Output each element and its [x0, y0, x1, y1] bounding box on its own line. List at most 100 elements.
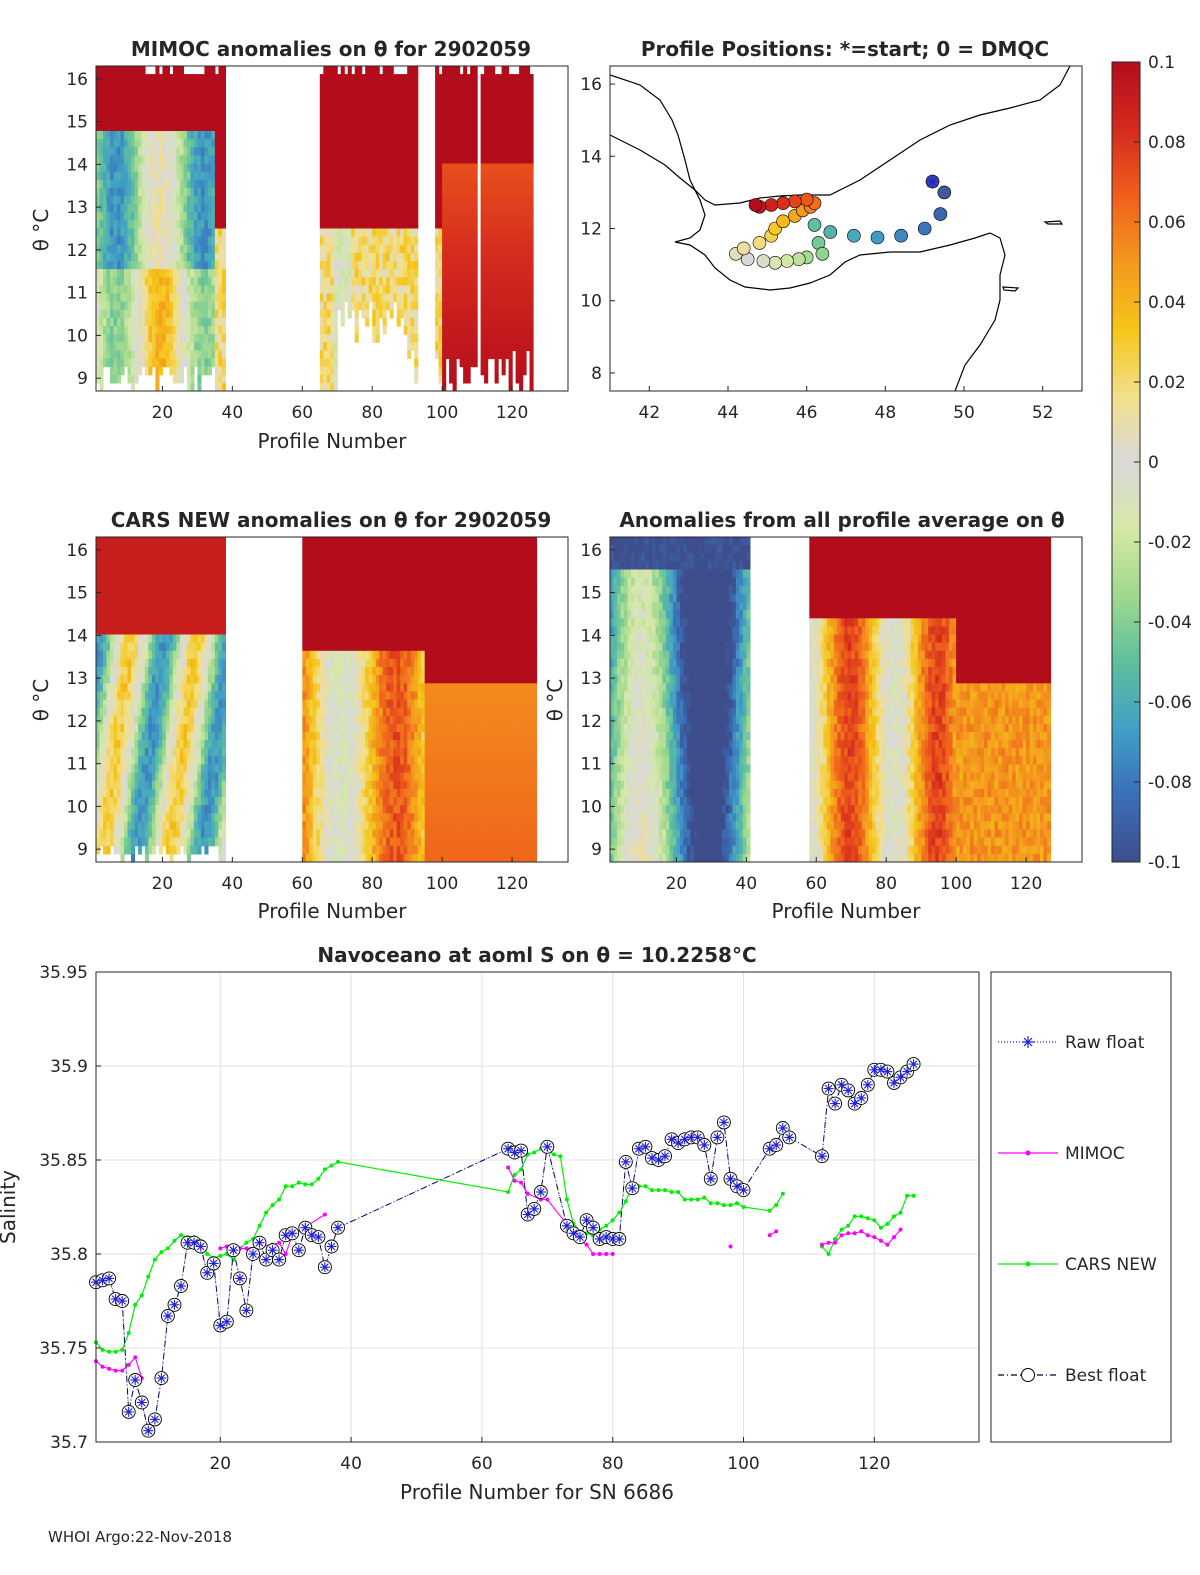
heat-cell: [207, 585, 212, 595]
heat-cell: [526, 269, 531, 278]
heat-cell: [120, 683, 125, 692]
heat-cell: [141, 309, 146, 319]
heat-cell: [172, 374, 177, 384]
heat-cell: [361, 212, 366, 221]
heat-cell: [452, 317, 457, 327]
heat-cell: [382, 277, 387, 286]
heat-cell: [379, 236, 384, 246]
heat-cell: [99, 537, 104, 546]
heat-cell: [508, 326, 513, 335]
heat-cell: [134, 66, 139, 75]
heat-cell: [131, 382, 136, 391]
heat-cell: [176, 675, 181, 684]
heat-cell: [120, 131, 125, 140]
heat-cell: [134, 569, 139, 579]
heat-cell: [165, 155, 170, 165]
heat-cell: [449, 74, 454, 83]
heat-cell: [466, 309, 471, 319]
heat-cell: [207, 780, 212, 790]
heat-cell: [526, 204, 531, 213]
heat-cell: [449, 82, 454, 91]
heat-cell: [519, 212, 524, 221]
heat-cell: [207, 723, 212, 733]
heat-cell: [529, 244, 534, 254]
heat-cell: [148, 309, 153, 319]
heat-cell: [124, 187, 129, 197]
heat-cell: [326, 374, 331, 384]
heat-cell: [218, 66, 223, 75]
heat-cell: [473, 147, 478, 156]
heat-cell: [207, 196, 212, 205]
heat-cell: [414, 131, 419, 140]
heat-cell: [190, 829, 195, 839]
heat-cell: [204, 350, 209, 360]
heat-cell: [491, 204, 496, 213]
heat-cell: [96, 764, 101, 774]
heat-cell: [470, 179, 475, 189]
heat-cell: [330, 285, 335, 295]
heat-cell: [487, 204, 492, 213]
heat-cell: [131, 261, 136, 270]
heat-cell: [190, 317, 195, 327]
heat-cell: [172, 569, 177, 579]
heat-cell: [435, 147, 440, 156]
heat-cell: [344, 155, 349, 165]
heat-cell: [484, 131, 489, 140]
heat-cell: [501, 285, 506, 295]
heat-cell: [326, 171, 331, 181]
heat-cell: [190, 293, 195, 303]
heat-cell: [463, 326, 468, 335]
heat-cell: [183, 805, 188, 814]
heat-cell: [113, 204, 118, 213]
heat-cell: [435, 326, 440, 335]
heat-cell: [99, 309, 104, 319]
heat-cell: [155, 829, 160, 839]
heat-cell: [452, 366, 457, 376]
heat-cell: [319, 74, 324, 83]
heat-cell: [155, 723, 160, 733]
heat-cell: [354, 277, 359, 286]
heat-cell: [204, 780, 209, 790]
heat-cell: [382, 220, 387, 230]
heat-cell: [340, 293, 345, 303]
heat-cell: [340, 244, 345, 254]
heat-cell: [186, 358, 191, 368]
heat-cell: [221, 650, 226, 660]
heat-cell: [183, 269, 188, 278]
heat-cell: [134, 805, 139, 814]
heat-cell: [445, 285, 450, 295]
heat-cell: [141, 699, 146, 709]
heat-cell: [379, 252, 384, 262]
heat-cell: [221, 626, 226, 636]
heat-cell: [393, 98, 398, 108]
heat-cell: [138, 569, 143, 579]
heat-cell: [148, 813, 153, 822]
heat-cell: [333, 326, 338, 335]
heat-cell: [344, 122, 349, 132]
heat-cell: [347, 204, 352, 213]
heat-cell: [124, 561, 129, 571]
heat-cell: [400, 74, 405, 83]
heat-cell: [393, 212, 398, 221]
heat-cell: [211, 772, 216, 782]
heat-cell: [218, 797, 223, 806]
heat-cell: [519, 252, 524, 262]
heat-cell: [354, 293, 359, 303]
heat-cell: [110, 618, 115, 627]
heat-cell: [106, 293, 111, 303]
heat-cell: [407, 131, 412, 140]
heat-cell: [155, 309, 160, 319]
heat-cell: [487, 317, 492, 327]
heat-cell: [529, 90, 534, 100]
heat-cell: [218, 853, 223, 862]
heat-cell: [172, 707, 177, 717]
heat-cell: [144, 602, 149, 611]
heat-cell: [124, 585, 129, 595]
heat-cell: [330, 204, 335, 213]
heat-cell: [459, 358, 464, 368]
heat-cell: [218, 667, 223, 676]
heat-cell: [155, 748, 160, 757]
heat-cell: [186, 699, 191, 709]
heat-cell: [505, 228, 510, 238]
heat-cell: [117, 732, 122, 741]
